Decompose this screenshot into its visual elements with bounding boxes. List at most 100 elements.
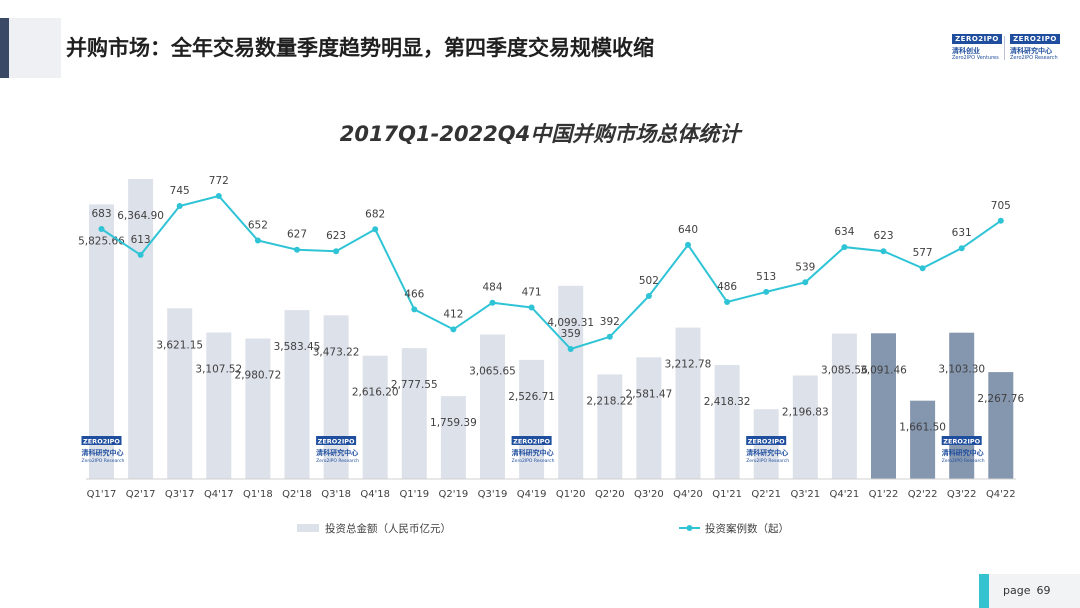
line-value-label: 640 [678,224,698,236]
x-tick-label: Q3'18 [321,489,351,500]
watermark-badge-text: ZERO2IPO [513,438,550,446]
line-point-21 [919,265,926,272]
header-accent-bar [0,18,9,78]
line-value-label: 623 [326,230,346,242]
line-point-9 [450,326,457,333]
line-value-label: 705 [991,200,1011,212]
logo-divider [1004,36,1005,60]
line-point-10 [489,299,496,306]
bar-7 [362,355,388,479]
line-point-20 [880,248,887,255]
x-tick-label: Q2'20 [595,489,625,500]
bar-value-label: 2,526.71 [508,391,555,403]
x-tick-label: Q2'22 [908,489,938,500]
x-tick-label: Q1'17 [87,489,117,500]
x-tick-label: Q3'20 [634,489,664,500]
watermark-en-text: Zero2IPO Research [82,458,125,464]
x-tick-label: Q1'19 [399,489,429,500]
bar-8 [401,348,427,479]
line-point-0 [98,226,105,232]
logo-cn-text: 清科研究中心 [1010,47,1052,55]
bar-12 [558,285,584,479]
bar-value-label: 3,212.78 [665,359,712,371]
line-point-13 [606,333,613,340]
line-point-14 [645,293,652,299]
line-value-label: 634 [834,226,854,238]
bar-value-label: 2,196.83 [782,407,829,419]
line-point-7 [372,226,379,233]
x-tick-label: Q1'22 [869,489,899,500]
line-value-label: 683 [91,208,111,220]
bar-2 [167,308,193,479]
x-tick-label: Q2'17 [126,489,156,500]
bar-value-label: 2,616.20 [352,387,399,399]
line-value-label: 745 [170,185,190,197]
watermark-en-text: Zero2IPO Research [512,458,555,464]
bar-11 [519,359,545,479]
watermark-cn-text: 清科研究中心 [512,448,554,457]
bar-value-label: 4,099.31 [547,317,594,329]
line-point-4 [254,237,261,244]
bar-20 [871,333,896,479]
x-tick-label: Q3'19 [478,489,508,500]
line-point-22 [958,245,965,252]
x-tick-label: Q1'21 [712,489,742,500]
line-value-label: 513 [756,271,776,283]
line-point-5 [294,246,300,253]
line-point-18 [802,279,809,286]
line-point-15 [685,241,691,248]
line-point-1 [137,251,144,258]
bar-1 [128,179,154,479]
bar-value-label: 1,661.50 [899,422,946,434]
watermark-badge-bg [511,436,552,445]
bar-16 [714,365,740,479]
line-series-investment-cases [100,194,1002,351]
bar-value-label: 5,825.66 [78,235,125,247]
line-value-label: 466 [404,288,424,300]
chart-title: 2017Q1-2022Q4中国并购市场总体统计 [339,122,741,146]
x-tick-label: Q4'20 [673,489,703,500]
line-point-6 [333,248,340,255]
watermark-badge-text: ZERO2IPO [748,438,785,446]
bar-value-label: 3,085.56 [821,365,868,377]
bar-value-label: 3,103.30 [938,364,985,376]
bar-value-label: 3,065.65 [469,366,516,378]
watermark-cn-text: 清科研究中心 [746,448,788,457]
bar-value-label: 6,364.90 [117,210,164,222]
page-label-text: page [1003,584,1031,597]
watermark-badge-bg [81,436,122,445]
x-tick-label: Q1'18 [243,489,273,500]
x-tick-label: Q2'18 [282,489,312,500]
bar-0 [89,204,114,479]
line-value-label: 772 [209,175,229,187]
x-tick-label: Q4'21 [830,489,860,500]
line-value-label: 623 [873,230,893,242]
watermark-badge-text: ZERO2IPO [943,438,980,446]
bar-3 [206,332,232,479]
x-tick-label: Q4'19 [517,489,547,500]
bar-value-label: 3,107.52 [195,364,242,376]
bar-value-label: 3,583.45 [274,341,321,353]
bar-19 [831,333,857,479]
zero2ipo-research-logo: ZERO2IPO 清科研究中心 Zero2IPO Research [1010,34,1066,64]
x-tick-label: Q4'17 [204,489,234,500]
line-value-label: 486 [717,281,737,293]
line-point-12 [567,346,574,352]
watermark-cn-text: 清科研究中心 [316,448,358,457]
line-value-label: 484 [482,282,502,294]
logo-badge: ZERO2IPO [1010,34,1060,44]
x-tick-label: Q3'22 [947,489,977,500]
watermark-badge-bg [941,436,982,445]
bar-value-label: 3,091.46 [860,364,907,376]
watermark-en-text: Zero2IPO Research [942,458,985,464]
watermark-cn-text: 清科研究中心 [82,448,124,457]
bar-15 [675,327,701,479]
line-value-label: 539 [795,261,815,273]
bar-value-label: 1,759.39 [430,417,477,429]
bar-13 [597,374,623,479]
bar-value-label: 2,581.47 [626,388,673,400]
line-value-label: 682 [365,208,385,220]
line-point-17 [763,288,770,295]
